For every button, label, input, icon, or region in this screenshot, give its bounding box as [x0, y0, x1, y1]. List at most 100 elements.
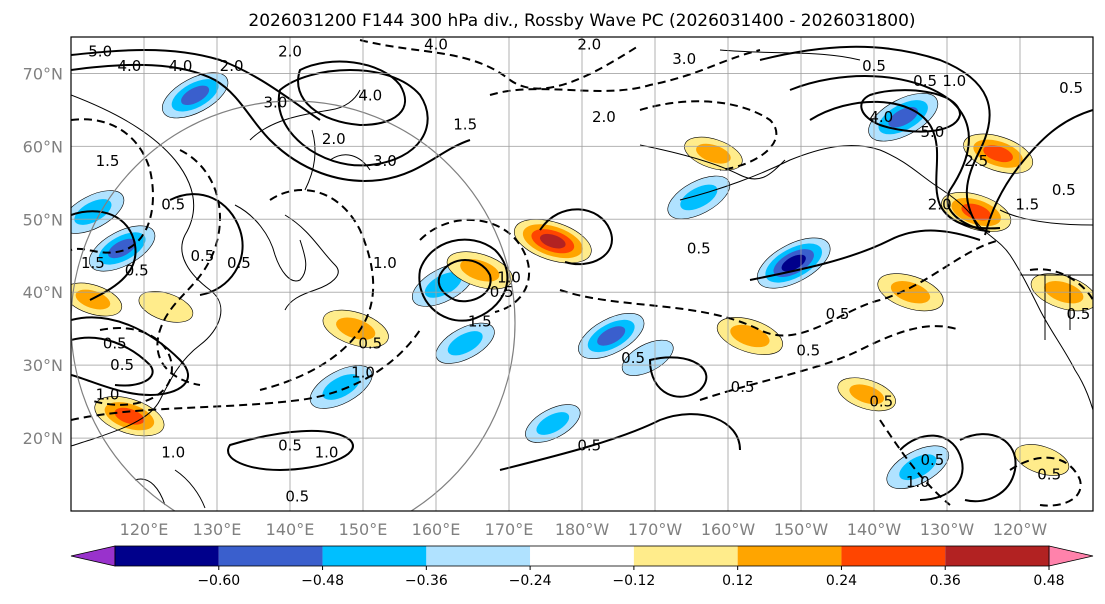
lon-tick-label: 120°W [993, 520, 1048, 539]
contour-line [759, 45, 991, 231]
colorbar-tick-label: 0.12 [722, 573, 753, 589]
contour-label: 4.0 [358, 86, 382, 104]
contour-label: 1.0 [315, 444, 339, 462]
analysis-region-circle [71, 100, 516, 511]
contour-label: 1.5 [468, 312, 492, 330]
contour-label: 0.5 [1052, 181, 1076, 199]
contour-label: 0.5 [869, 393, 893, 411]
lon-tick-label: 180°W [555, 520, 610, 539]
contour-line [71, 329, 421, 421]
contour-label: 2.0 [278, 43, 302, 61]
lon-tick-label: 150°W [774, 520, 829, 539]
contour-line [71, 63, 471, 182]
shaded-anomaly [597, 326, 626, 346]
shaded-anomaly [621, 339, 674, 376]
lat-tick-label: 50°N [23, 210, 63, 229]
coastlines [71, 49, 1093, 509]
contour-label: 3.0 [263, 94, 287, 112]
contour-label: 0.5 [1037, 466, 1061, 484]
colorbar-tick-label: −0.36 [405, 573, 448, 589]
coastline [679, 144, 1093, 411]
contour-line [418, 238, 509, 322]
contour-labels: 5.0 4.0 4.0 2.0 2.0 3.0 4.0 3.0 1.5 2.0 4.0 2.0 3.0 2… [81, 37, 1090, 505]
contour-label: 1.5 [453, 116, 477, 134]
contour-line [71, 316, 190, 397]
contour-line [277, 69, 429, 167]
rossby-wave-contours [71, 39, 1093, 507]
colorbar-segment [530, 546, 634, 566]
colorbar-segment [841, 546, 946, 566]
contour-label: 1.0 [942, 72, 966, 90]
contour-label: 0.5 [621, 349, 645, 367]
shaded-anomaly [983, 145, 1013, 163]
latitude-labels: 20°N 30°N 40°N 50°N 60°N 70°N [23, 64, 63, 448]
contour-label: 0.5 [826, 305, 850, 323]
contour-line [648, 356, 708, 398]
contour-label: 1.0 [373, 254, 397, 272]
shaded-anomaly [114, 407, 145, 425]
contour-label: 5.0 [88, 43, 112, 61]
contour-line [749, 229, 981, 281]
map-frame [70, 36, 1094, 512]
contour-line [489, 49, 761, 96]
colorbar-tick-label: 0.36 [930, 573, 961, 589]
lon-tick-label: 130°E [193, 520, 242, 539]
contour-label: 5.0 [920, 123, 944, 141]
colorbar-frame [114, 545, 1050, 567]
contour-label: 0.5 [731, 378, 755, 396]
lon-tick-label: 150°E [339, 520, 388, 539]
lon-tick-label: 170°W [628, 520, 683, 539]
contour-label: 2.0 [220, 57, 244, 75]
contour-label: 0.5 [913, 72, 937, 90]
contour-label: 0.5 [190, 247, 214, 265]
contour-line [297, 60, 406, 127]
contour-label: 1.0 [906, 473, 930, 491]
contour-label: 3.0 [373, 152, 397, 170]
lat-tick-label: 70°N [23, 64, 63, 83]
coastline [234, 204, 307, 282]
contour-label: 2.0 [592, 108, 616, 126]
colorbar-tick-label: −0.48 [301, 573, 344, 589]
coastline [134, 469, 206, 509]
contour-label: 1.0 [351, 363, 375, 381]
colorbar-tick-label: −0.24 [509, 573, 552, 589]
coastline [284, 214, 339, 311]
coastline [249, 89, 361, 141]
contour-line [227, 429, 354, 472]
lat-tick-label: 60°N [23, 137, 63, 156]
longitude-labels: 120°E 130°E 140°E 150°E 160°E 170°E 180°W 170°W… [120, 520, 1048, 539]
colorbar-segment [322, 546, 427, 566]
lat-tick-label: 30°N [23, 356, 63, 375]
colorbar-segment [737, 546, 842, 566]
contour-line [809, 100, 1001, 230]
contour-line [559, 239, 1001, 337]
contour-line [959, 433, 1017, 503]
shaded-anomaly [899, 454, 937, 481]
coastline [639, 144, 786, 180]
shaded-anomaly [539, 233, 566, 249]
lat-tick-label: 40°N [23, 283, 63, 302]
contour-label: 0.5 [862, 57, 886, 75]
contour-line [71, 210, 137, 301]
colorbar-segment [426, 546, 531, 566]
coastline [71, 94, 222, 447]
colorbar-extend-min [70, 545, 116, 567]
lon-tick-label: 170°E [485, 520, 534, 539]
lon-tick-label: 140°W [847, 520, 902, 539]
coastline [999, 209, 1093, 226]
lon-tick-label: 130°W [920, 520, 975, 539]
colorbar-segment [218, 546, 323, 566]
coastline [304, 129, 371, 191]
lon-tick-label: 140°E [266, 520, 315, 539]
contour-label: 2.0 [322, 130, 346, 148]
colorbar-segment [945, 546, 1049, 566]
contour-label: 0.5 [161, 196, 185, 214]
contour-label: 4.0 [169, 57, 193, 75]
colorbar-tick-label: 0.24 [826, 573, 857, 589]
map-panel: 5.0 4.0 4.0 2.0 2.0 3.0 4.0 3.0 1.5 2.0 4.0 2.0 3.0 2… [23, 36, 1094, 539]
contour-label: 0.5 [796, 342, 820, 360]
shaded-anomaly [730, 324, 770, 348]
shaded-anomaly [181, 85, 210, 106]
contour-label: 0.5 [103, 334, 127, 352]
shaded-anomaly [424, 272, 462, 298]
